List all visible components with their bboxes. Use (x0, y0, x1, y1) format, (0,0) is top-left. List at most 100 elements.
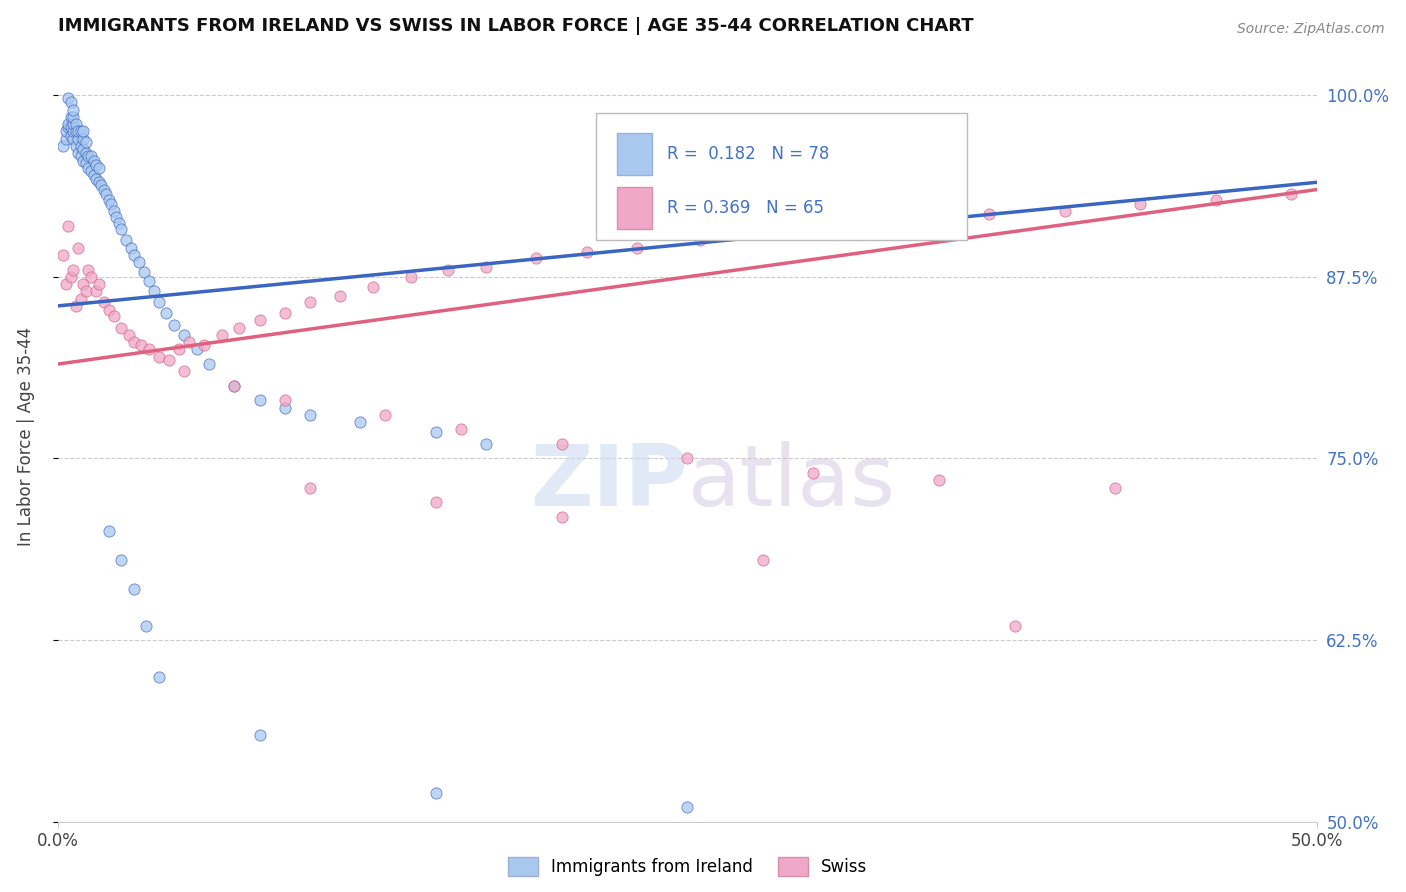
Point (475, 260, 498, 274)
Point (163, 318, 186, 332)
Point (97, 303, 120, 318)
Point (122, 335, 145, 350)
Point (928, 473, 950, 487)
Point (329, 288, 352, 302)
Point (97, 193, 120, 207)
Point (67, 124, 90, 138)
Point (298, 294, 321, 309)
Point (224, 379, 246, 393)
Point (148, 350, 170, 364)
Point (903, 211, 925, 226)
Point (128, 255, 150, 269)
Point (52, 139, 75, 153)
Bar (617, 133, 652, 175)
Text: atlas: atlas (688, 442, 896, 524)
Point (550, 437, 572, 451)
Point (75, 285, 97, 299)
Point (72, 153, 94, 168)
Point (148, 294, 170, 309)
Point (93, 183, 115, 197)
Point (110, 553, 132, 567)
Point (62, 262, 84, 277)
Point (274, 393, 297, 408)
Point (65, 139, 87, 153)
Point (87, 161, 110, 175)
Point (58, 219, 80, 233)
Point (249, 313, 271, 327)
Point (70, 139, 93, 153)
Point (58, 91, 80, 105)
Point (105, 210, 128, 224)
Point (193, 338, 215, 352)
Point (425, 786, 447, 800)
Point (87, 175, 110, 189)
Point (138, 274, 160, 288)
Point (298, 408, 321, 422)
Point (67, 132, 90, 146)
Point (107, 216, 129, 230)
Point (110, 320, 132, 334)
Point (676, 800, 699, 814)
Point (65, 117, 87, 131)
Point (361, 280, 384, 294)
Text: Source: ZipAtlas.com: Source: ZipAtlas.com (1237, 22, 1385, 37)
Point (103, 204, 125, 219)
Point (274, 401, 297, 415)
Point (70, 124, 93, 138)
Point (67, 146, 90, 161)
Point (186, 343, 208, 357)
Point (298, 481, 321, 495)
Point (59, 95, 82, 110)
Bar (617, 186, 652, 229)
Point (1129, 197, 1152, 211)
Point (55, 124, 77, 138)
Point (131, 338, 153, 352)
Text: R = 0.369   N = 65: R = 0.369 N = 65 (668, 199, 824, 217)
Point (575, 245, 598, 260)
Point (77, 262, 100, 277)
Point (80, 163, 103, 178)
Point (93, 294, 115, 309)
Point (274, 306, 297, 320)
Point (72, 132, 94, 146)
Point (75, 135, 97, 149)
Point (84, 172, 107, 186)
Point (59, 128, 82, 143)
Point (157, 352, 180, 367)
Point (249, 728, 271, 742)
Point (90, 178, 112, 193)
Point (138, 343, 160, 357)
Point (72, 277, 94, 291)
Point (65, 299, 87, 313)
Point (70, 292, 93, 306)
Point (83, 153, 105, 168)
Point (224, 379, 246, 393)
Point (58, 117, 80, 131)
Point (115, 234, 138, 248)
Point (70, 149, 93, 163)
Point (689, 234, 711, 248)
Point (801, 466, 824, 480)
Point (87, 277, 110, 291)
Point (120, 241, 142, 255)
Point (1104, 481, 1126, 495)
Point (55, 277, 77, 291)
FancyBboxPatch shape (596, 113, 967, 240)
Point (67, 241, 90, 255)
Point (100, 197, 122, 211)
Point (142, 285, 165, 299)
Point (97, 524, 120, 538)
Point (84, 285, 107, 299)
Point (1053, 204, 1076, 219)
Point (122, 248, 145, 262)
Legend: Immigrants from Ireland, Swiss: Immigrants from Ireland, Swiss (501, 850, 875, 883)
Point (103, 309, 125, 323)
Point (399, 269, 422, 284)
Point (58, 120, 80, 134)
Point (475, 437, 498, 451)
Point (83, 168, 105, 182)
Point (62, 110, 84, 124)
Point (374, 408, 396, 422)
Text: ZIP: ZIP (530, 442, 688, 524)
Point (75, 156, 97, 170)
